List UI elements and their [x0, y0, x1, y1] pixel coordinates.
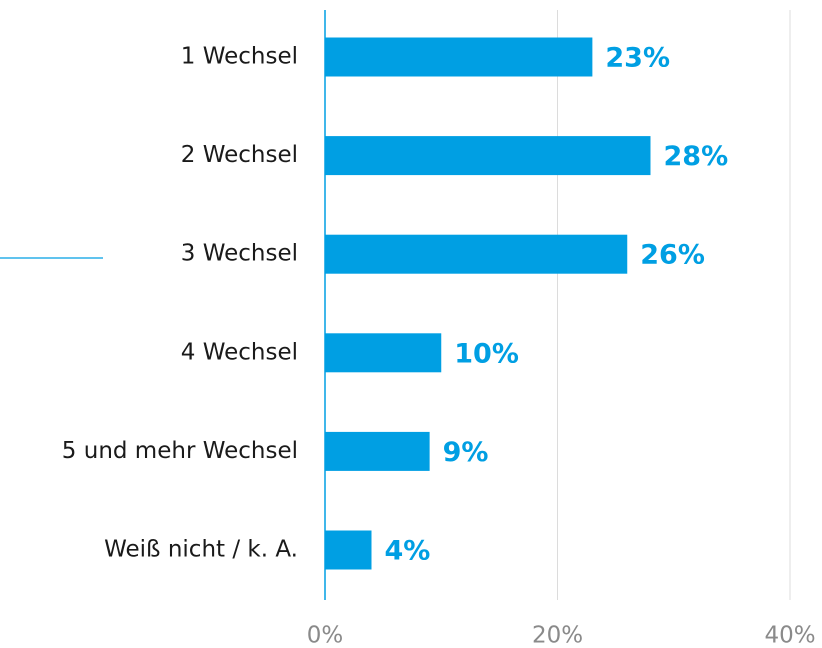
value-label: 28%: [664, 141, 729, 172]
category-label: 3 Wechsel: [181, 241, 298, 267]
bar: [325, 530, 372, 570]
category-label: 1 Wechsel: [181, 44, 298, 70]
bar: [325, 333, 442, 373]
x-tick-label: 0%: [307, 623, 344, 648]
category-label: 2 Wechsel: [181, 142, 298, 168]
value-label: 9%: [443, 437, 489, 468]
value-label: 26%: [640, 240, 705, 271]
value-label: 4%: [385, 536, 431, 567]
x-tick-label: 40%: [764, 623, 815, 648]
category-label: Weiß nicht / k. A.: [104, 537, 298, 563]
bar: [325, 234, 628, 274]
x-tick-label: 20%: [532, 623, 583, 648]
value-label: 10%: [454, 338, 519, 369]
value-label: 23%: [605, 43, 670, 74]
bar: [325, 136, 651, 176]
bar: [325, 431, 430, 471]
bar: [325, 37, 593, 77]
category-label: 4 Wechsel: [181, 339, 298, 365]
category-label: 5 und mehr Wechsel: [62, 438, 298, 464]
